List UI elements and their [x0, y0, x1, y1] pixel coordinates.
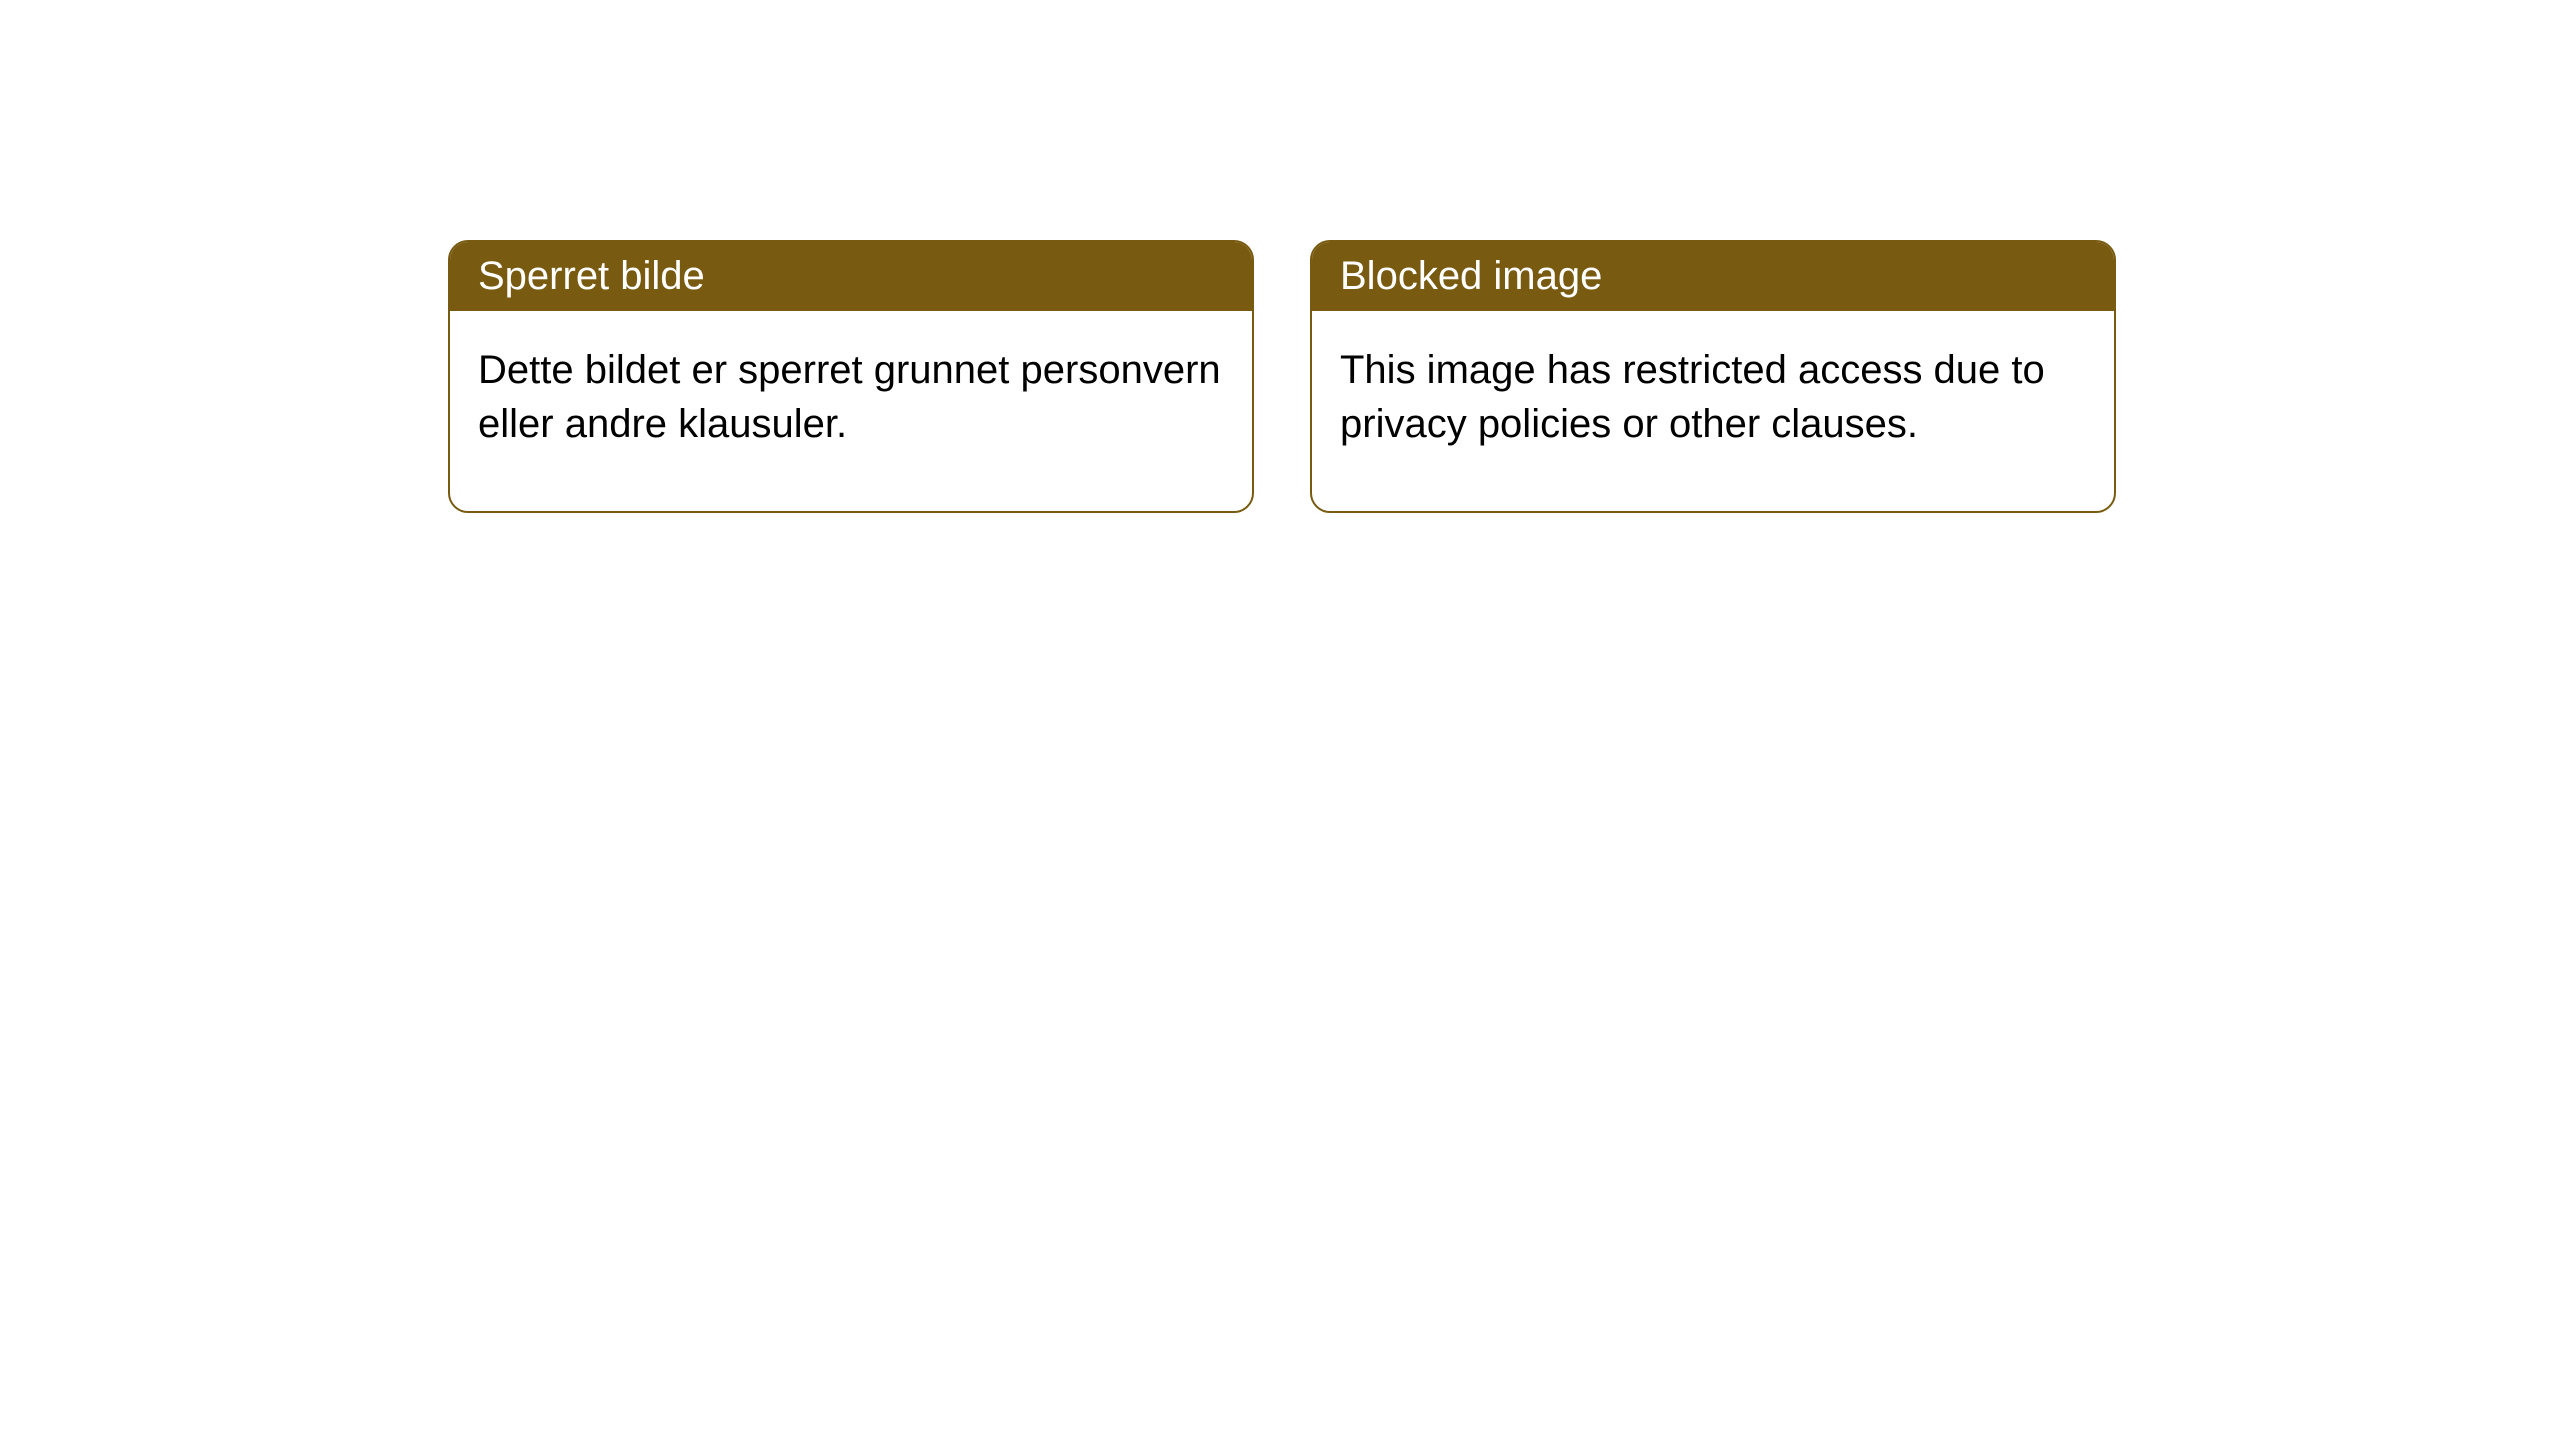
notice-card-english: Blocked image This image has restricted … — [1310, 240, 2116, 513]
notice-card-body: Dette bildet er sperret grunnet personve… — [450, 311, 1252, 511]
notice-container: Sperret bilde Dette bildet er sperret gr… — [448, 240, 2116, 513]
notice-title: Blocked image — [1340, 254, 1602, 298]
notice-card-norwegian: Sperret bilde Dette bildet er sperret gr… — [448, 240, 1254, 513]
notice-body-text: This image has restricted access due to … — [1340, 348, 2045, 446]
notice-body-text: Dette bildet er sperret grunnet personve… — [478, 348, 1221, 446]
notice-card-header: Blocked image — [1312, 242, 2114, 311]
notice-title: Sperret bilde — [478, 254, 705, 298]
notice-card-header: Sperret bilde — [450, 242, 1252, 311]
notice-card-body: This image has restricted access due to … — [1312, 311, 2114, 511]
